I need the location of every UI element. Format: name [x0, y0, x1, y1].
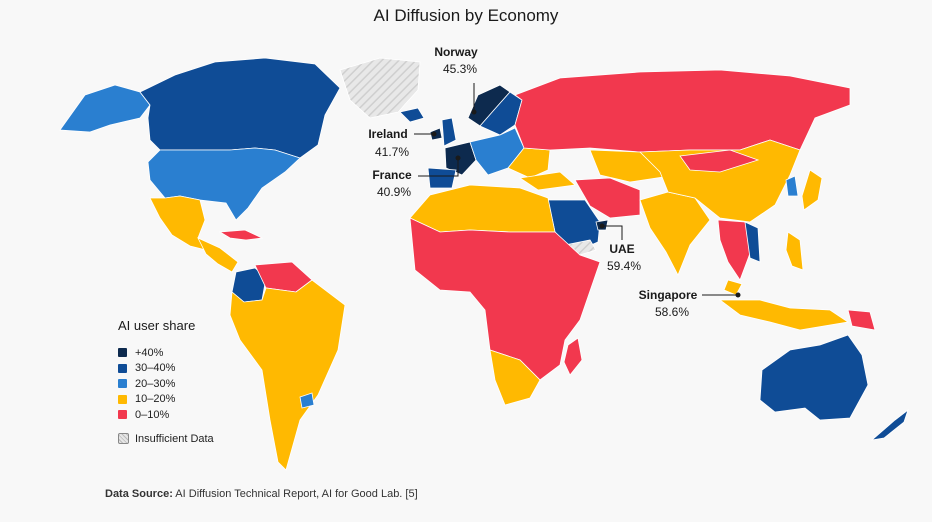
country-iberia [427, 167, 457, 189]
legend-item-30-40: 30–40% [118, 361, 214, 377]
callout-uae-name: UAE [609, 242, 634, 256]
country-australia [759, 334, 869, 421]
country-korea [785, 175, 799, 197]
legend-item-0-10: 0–10% [118, 407, 214, 423]
callout-france-value: 40.9% [377, 185, 411, 199]
country-vietnam [744, 221, 761, 263]
country-iceland [399, 107, 425, 123]
country-cuba [218, 229, 264, 241]
country-philippines [785, 231, 804, 271]
legend-item-40-plus: +40% [118, 345, 214, 361]
legend: AI user share +40% 30–40% 20–30% 10–20% … [118, 318, 214, 445]
callout-ireland-name: Ireland [368, 127, 407, 141]
callout-norway: Norway 45.3% [434, 45, 478, 115]
legend-label: 0–10% [135, 408, 170, 421]
legend-item-10-20: 10–20% [118, 392, 214, 408]
legend-swatch [118, 348, 127, 358]
country-russia [514, 69, 851, 153]
legend-label: 30–40% [135, 362, 176, 375]
legend-swatch [118, 410, 127, 420]
country-greenland [339, 57, 421, 119]
country-canada [139, 57, 341, 159]
callout-uae-value: 59.4% [607, 259, 641, 273]
callout-singapore: Singapore 58.6% [639, 288, 741, 319]
callout-norway-name: Norway [434, 45, 478, 59]
country-mexico [149, 195, 207, 251]
country-brazil-andes [229, 279, 346, 471]
country-new-zealand [870, 408, 909, 441]
country-central-america [197, 237, 239, 273]
country-madagascar [563, 337, 583, 376]
country-china [639, 139, 801, 223]
legend-label: 10–20% [135, 393, 176, 406]
country-malaysia [723, 279, 743, 296]
country-uk [441, 117, 457, 147]
country-france [444, 141, 477, 176]
legend-label: Insufficient Data [135, 432, 214, 445]
country-japan [801, 169, 823, 211]
legend-label: +40% [135, 346, 164, 359]
legend-swatch [118, 363, 127, 373]
country-usa [147, 147, 301, 221]
country-eastern-europe [507, 147, 551, 179]
callout-france: France 40.9% [372, 155, 461, 199]
country-turkey [518, 171, 576, 191]
country-india [639, 191, 711, 276]
callout-norway-value: 45.3% [443, 62, 477, 76]
legend-swatch-hatched [118, 433, 129, 444]
legend-title: AI user share [118, 318, 196, 333]
callout-uae: UAE 59.4% [599, 223, 641, 273]
country-alaska [59, 84, 151, 133]
country-north-africa [409, 184, 556, 233]
callout-singapore-name: Singapore [639, 288, 698, 302]
data-source-label: Data Source: [105, 488, 173, 500]
map-title: AI Diffusion by Economy [373, 6, 559, 25]
callout-ireland: Ireland 41.7% [368, 127, 437, 159]
callout-ireland-value: 41.7% [375, 145, 409, 159]
callout-singapore-value: 58.6% [655, 305, 689, 319]
country-sub-saharan-africa [409, 217, 601, 381]
legend-label: 20–30% [135, 377, 176, 390]
country-mongolia [679, 149, 760, 173]
country-uruguay [299, 392, 315, 409]
data-source: Data Source: AI Diffusion Technical Repo… [105, 488, 418, 500]
legend-swatch [118, 394, 127, 404]
country-iran [574, 177, 641, 219]
country-indonesia [718, 299, 850, 331]
legend-swatch [118, 379, 127, 389]
legend-item-20-30: 20–30% [118, 376, 214, 392]
country-southern-africa [489, 349, 541, 406]
data-source-text: AI Diffusion Technical Report, AI for Go… [172, 488, 418, 500]
callout-france-name: France [372, 168, 412, 182]
country-papua-new-guinea [847, 309, 876, 331]
legend-item-insufficient-data: Insufficient Data [118, 433, 214, 445]
